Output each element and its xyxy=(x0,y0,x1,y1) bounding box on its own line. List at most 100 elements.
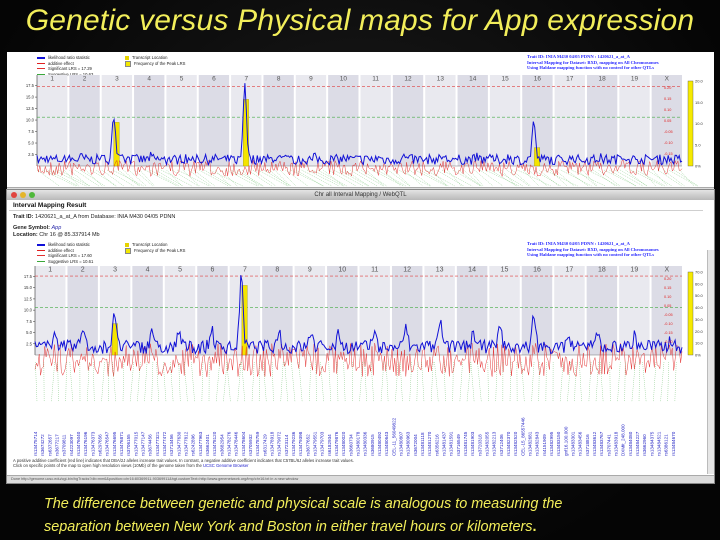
marker-connector xyxy=(51,361,55,403)
additive-tick-label: -0.15 xyxy=(664,331,673,335)
marker-label: rs6297656 xyxy=(98,434,103,456)
ucsc-link[interactable]: UCSC Genome Browser xyxy=(202,463,249,469)
marker-label: rs3718816 xyxy=(585,434,590,456)
marker-connector xyxy=(620,169,648,187)
marker-connector xyxy=(538,361,540,403)
marker-label: rs3677217 xyxy=(55,434,60,456)
marker-connector xyxy=(134,169,154,187)
marker-label: rs13481118 xyxy=(420,432,425,456)
marker-connector xyxy=(301,169,333,187)
chromosome-band xyxy=(35,266,66,355)
marker-connector xyxy=(587,169,619,187)
marker-label: rs13482370 xyxy=(506,431,511,456)
marker-connector xyxy=(155,169,184,187)
marker-label: rs13477147 xyxy=(141,431,146,456)
marker-connector xyxy=(624,361,626,403)
marker-label: rs13482995 xyxy=(549,431,554,456)
marker-connector xyxy=(416,361,419,403)
additive-tick-label: 0.10 xyxy=(664,295,671,299)
vertical-scrollbar[interactable] xyxy=(707,250,714,474)
chromosome-band xyxy=(67,266,98,355)
gene-symbol-link[interactable]: App xyxy=(51,225,62,231)
chromosome-label: 4 xyxy=(146,267,150,274)
marker-label: rs13481591 xyxy=(449,431,454,456)
marker-connector xyxy=(280,361,284,403)
y-tick-label: 17.5 xyxy=(26,83,35,88)
additive-tick-label: 0.10 xyxy=(664,108,671,112)
chromosome-band xyxy=(554,75,585,166)
marker-connector xyxy=(593,169,616,187)
marker-connector xyxy=(638,361,640,403)
zoom-button[interactable] xyxy=(29,192,35,198)
legend-significant: Significant LRS = 17.29 xyxy=(48,66,92,71)
marker-connector xyxy=(35,361,38,403)
marker-connector xyxy=(42,169,76,187)
chromosome-label: 7 xyxy=(243,267,247,274)
marker-connector xyxy=(647,169,672,187)
marker-connector xyxy=(512,169,531,187)
chromosome-band xyxy=(166,75,197,166)
marker-connector xyxy=(57,361,59,403)
marker-connector xyxy=(463,169,482,187)
marker-connector xyxy=(521,361,525,403)
marker-connector xyxy=(215,361,220,403)
chromosome-label: 19 xyxy=(631,76,639,83)
window-titlebar[interactable]: Chr all Interval Mapping / WebQTL xyxy=(7,190,714,200)
chromosome-label: 8 xyxy=(277,76,281,83)
legend-suggestive: Suggestive LRS = 10.63 xyxy=(48,71,94,77)
frequency-tick-label: 30.0 xyxy=(695,317,704,322)
close-button[interactable] xyxy=(11,192,17,198)
marker-connector xyxy=(279,169,297,187)
chromosome-band xyxy=(359,266,390,355)
lrs-chart-physical[interactable]: 1 2 3 4 5 6 7 8 9 10 11 12 13 14 15 16 17 18 19 X17.515.012… xyxy=(7,260,707,460)
chromosome-band xyxy=(586,266,618,355)
marker-label: rs3672004 xyxy=(413,434,418,456)
additive-tick-label: -0.20 xyxy=(664,340,673,344)
marker-label: rs13483612 xyxy=(592,431,597,456)
marker-connector xyxy=(198,169,229,187)
marker-connector xyxy=(679,169,695,187)
marker-connector xyxy=(636,169,666,187)
chromosome-label: 16 xyxy=(534,76,542,83)
minimize-button[interactable] xyxy=(20,192,26,198)
marker-connector xyxy=(144,169,178,187)
marker-connector xyxy=(447,169,462,187)
marker-connector xyxy=(344,169,370,187)
marker-connector xyxy=(657,169,682,187)
marker-label: rs13483918 xyxy=(614,431,619,456)
marker-label: rs13481270 xyxy=(427,431,432,456)
marker-connector xyxy=(343,361,346,403)
frequency-tick-label: 60.0 xyxy=(695,281,704,286)
marker-connector xyxy=(112,169,144,187)
marker-label: rs13480336 xyxy=(363,431,368,456)
marker-connector xyxy=(163,361,167,403)
chromosome-band xyxy=(651,266,682,355)
marker-connector xyxy=(80,169,106,187)
marker-connector xyxy=(263,169,291,187)
chromosome-label: 17 xyxy=(566,267,574,274)
legend-bottom-right: Transcript Location Frequency of the Pea… xyxy=(125,242,185,254)
marker-connector xyxy=(409,169,431,187)
marker-connector xyxy=(339,169,369,187)
marker-connector xyxy=(156,361,160,403)
lrs-chart-genetic[interactable]: 1 2 3 4 5 6 7 8 9 10 11 12 13 14 15 16 17 18 19 X17.515.012… xyxy=(7,74,714,197)
marker-label: rs13479551 xyxy=(313,431,318,456)
marker-label: gnf16.100.000 xyxy=(563,426,568,456)
marker-connector xyxy=(269,169,289,187)
marker-label: rs6356216 xyxy=(434,434,439,456)
marker-connector xyxy=(560,169,592,187)
slide-title: Genetic versus Physical maps for App exp… xyxy=(25,4,695,37)
marker-connector xyxy=(188,169,212,187)
chromosome-label: 2 xyxy=(83,76,87,83)
marker-connector xyxy=(443,361,446,403)
frequency-tick-label: 5.0 xyxy=(695,142,701,147)
marker-label: rs3707441 xyxy=(606,434,611,456)
marker-connector xyxy=(663,169,685,187)
marker-connector xyxy=(317,169,347,187)
frequency-tick-label: 20.0 xyxy=(695,79,704,84)
marker-connector xyxy=(285,169,309,187)
marker-connector xyxy=(452,361,454,403)
marker-connector xyxy=(355,169,384,187)
marker-label: rs4223097 xyxy=(69,434,74,456)
y-tick-label: 15.0 xyxy=(24,285,33,290)
